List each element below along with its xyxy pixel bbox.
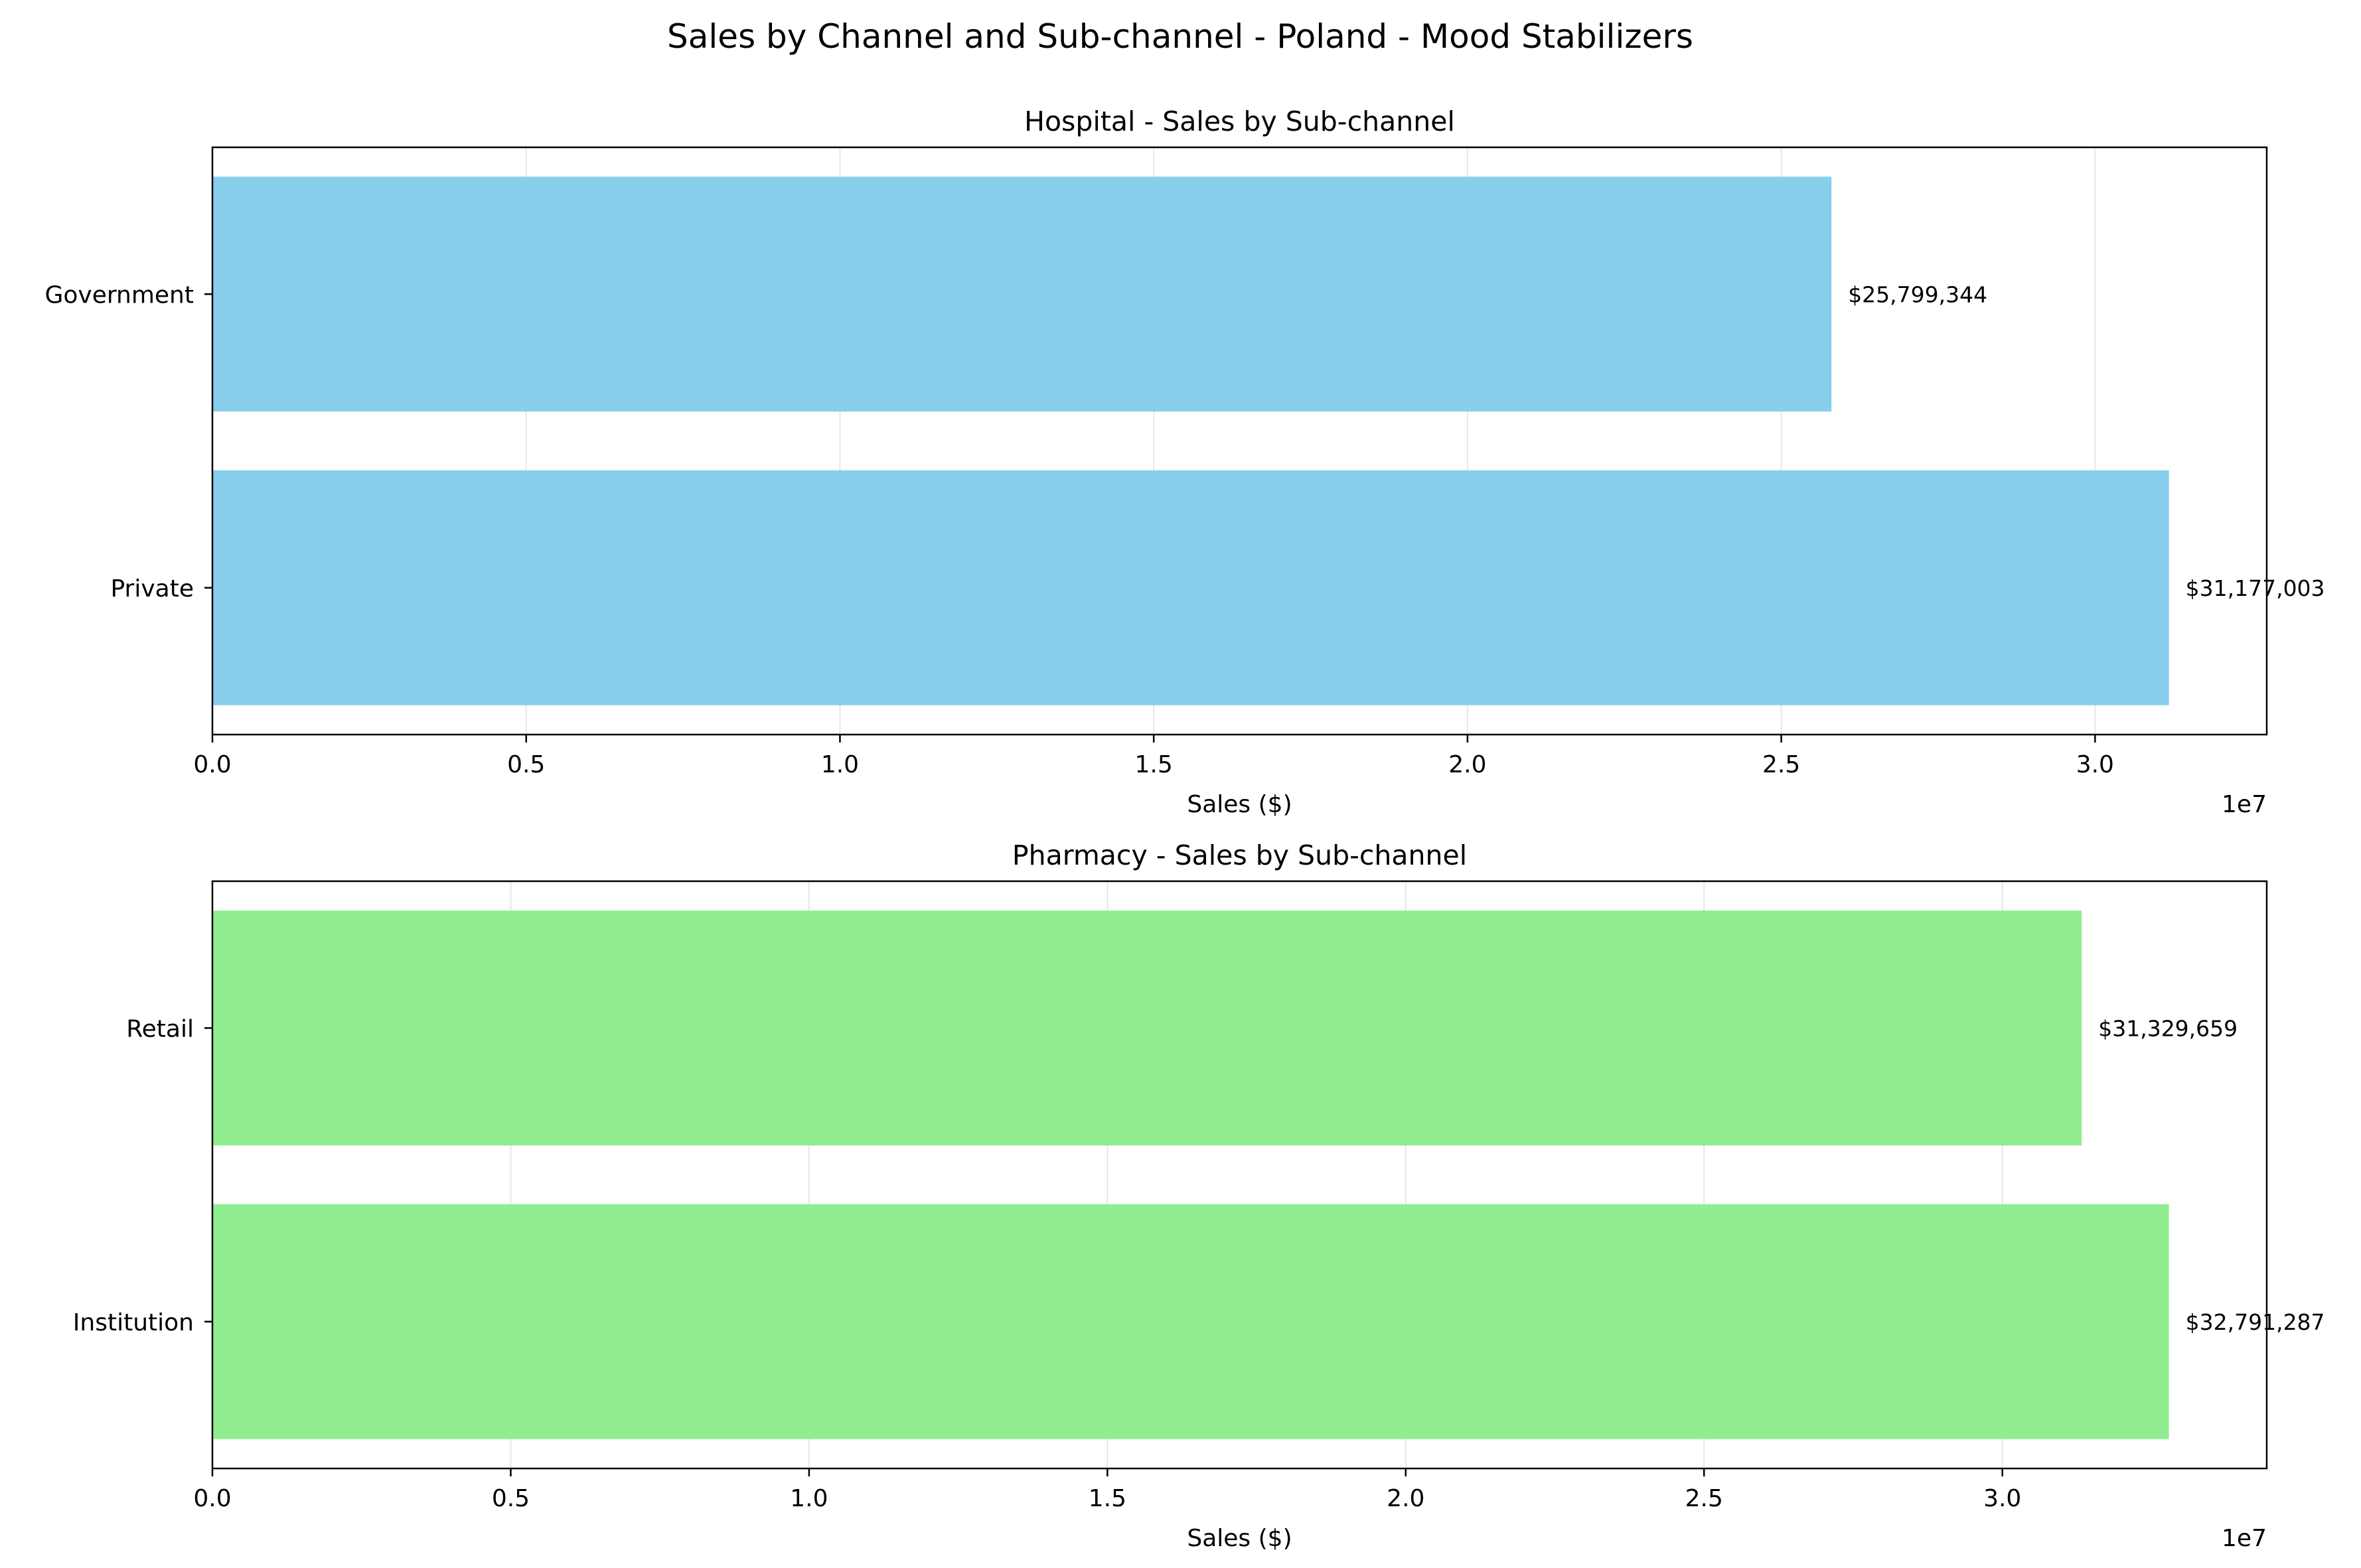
x-tick-label: 2.0 bbox=[1387, 1485, 1424, 1512]
bar-institution bbox=[212, 1204, 2169, 1439]
x-tick-label: 3.0 bbox=[1983, 1485, 2021, 1512]
bar-private bbox=[212, 470, 2169, 705]
x-tick-label: 1.0 bbox=[790, 1485, 828, 1512]
bar-value-label: $31,329,659 bbox=[2098, 1015, 2238, 1041]
x-tick-label: 2.5 bbox=[1762, 751, 1800, 778]
y-tick-label: Private bbox=[110, 575, 194, 603]
panels: $25,799,344 Government $31,177,003 Private 0… bbox=[44, 106, 2324, 1552]
bar-value-label: $31,177,003 bbox=[2186, 575, 2325, 601]
x-tick-label: 0.5 bbox=[492, 1485, 530, 1512]
y-tick-label: Institution bbox=[73, 1309, 194, 1336]
y-tick-label: Retail bbox=[126, 1015, 194, 1042]
x-tick-label: 0.0 bbox=[193, 1485, 231, 1512]
x-tick-label: 2.5 bbox=[1685, 1485, 1723, 1512]
bar-value-label: $25,799,344 bbox=[1848, 281, 1987, 307]
panel-title: Pharmacy - Sales by Sub-channel bbox=[1012, 839, 1467, 871]
panel-2: $31,329,659 Retail $32,791,287 Institution 0… bbox=[73, 839, 2325, 1552]
panel-title: Hospital - Sales by Sub-channel bbox=[1024, 106, 1455, 137]
x-tick-label: 1.5 bbox=[1089, 1485, 1126, 1512]
x-tick-label: 3.0 bbox=[2076, 751, 2114, 778]
x-axis-label: Sales ($) bbox=[1187, 791, 1292, 818]
bar-retail bbox=[212, 910, 2082, 1146]
x-offset-text: 1e7 bbox=[2222, 1525, 2267, 1552]
chart-suptitle: Sales by Channel and Sub-channel - Polan… bbox=[667, 17, 1693, 56]
axes-frame bbox=[211, 880, 2268, 1470]
x-tick-label: 0.0 bbox=[193, 751, 231, 778]
x-tick-label: 1.0 bbox=[821, 751, 859, 778]
axes-frame bbox=[211, 146, 2268, 736]
bar-value-label: $32,791,287 bbox=[2186, 1309, 2325, 1335]
x-tick-label: 0.5 bbox=[507, 751, 545, 778]
x-tick-label: 2.0 bbox=[1448, 751, 1486, 778]
panel-1: $25,799,344 Government $31,177,003 Private 0… bbox=[44, 106, 2324, 818]
x-tick-label: 1.5 bbox=[1135, 751, 1173, 778]
x-offset-text: 1e7 bbox=[2222, 791, 2267, 818]
bar-government bbox=[212, 177, 1832, 412]
x-axis-label: Sales ($) bbox=[1187, 1525, 1292, 1552]
y-tick-label: Government bbox=[44, 281, 194, 309]
